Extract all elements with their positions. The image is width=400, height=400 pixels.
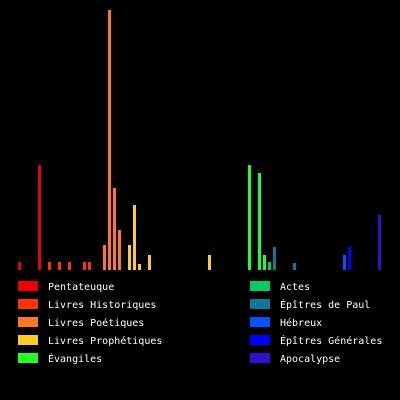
bar — [148, 255, 151, 270]
bar — [18, 262, 21, 270]
bar — [343, 255, 346, 270]
bar — [263, 255, 266, 270]
legend-swatch — [250, 299, 270, 309]
legend-label: Actes — [280, 282, 310, 293]
bar — [348, 247, 351, 270]
legend-swatch — [18, 281, 38, 291]
bar — [138, 264, 141, 270]
legend-swatch — [250, 353, 270, 363]
bar — [248, 165, 251, 270]
legend-label: Pentateuque — [48, 282, 114, 293]
legend-label: Livres Poétiques — [48, 317, 144, 329]
bar — [108, 10, 111, 270]
legend-swatch — [18, 335, 38, 345]
bar — [83, 262, 86, 270]
bar — [378, 215, 381, 270]
legend-label: Épîtres de Paul — [280, 298, 370, 311]
legend-swatch — [18, 353, 38, 363]
legend-swatch — [250, 335, 270, 345]
bar — [128, 245, 131, 270]
bar — [103, 245, 106, 270]
bar — [38, 165, 41, 270]
bar — [113, 188, 116, 270]
bar — [88, 262, 91, 270]
legend-label: Évangiles — [48, 352, 102, 365]
legend-label: Apocalypse — [280, 354, 340, 365]
bar — [268, 262, 271, 270]
bar — [58, 262, 61, 270]
bar — [48, 262, 51, 270]
legend-swatch — [250, 317, 270, 327]
legend-swatch — [250, 281, 270, 291]
bar — [118, 230, 121, 270]
bar — [273, 247, 276, 270]
bar — [293, 263, 296, 270]
legend-swatch — [18, 299, 38, 309]
legend-label: Hébreux — [280, 317, 322, 329]
bar — [208, 255, 211, 270]
legend-label: Livres Prophétiques — [48, 335, 162, 347]
bar — [258, 173, 261, 270]
bar — [133, 205, 136, 270]
bar — [68, 262, 71, 270]
legend-swatch — [18, 317, 38, 327]
legend-label: Livres Historiques — [48, 300, 156, 311]
legend-label: Épîtres Générales — [280, 334, 382, 347]
